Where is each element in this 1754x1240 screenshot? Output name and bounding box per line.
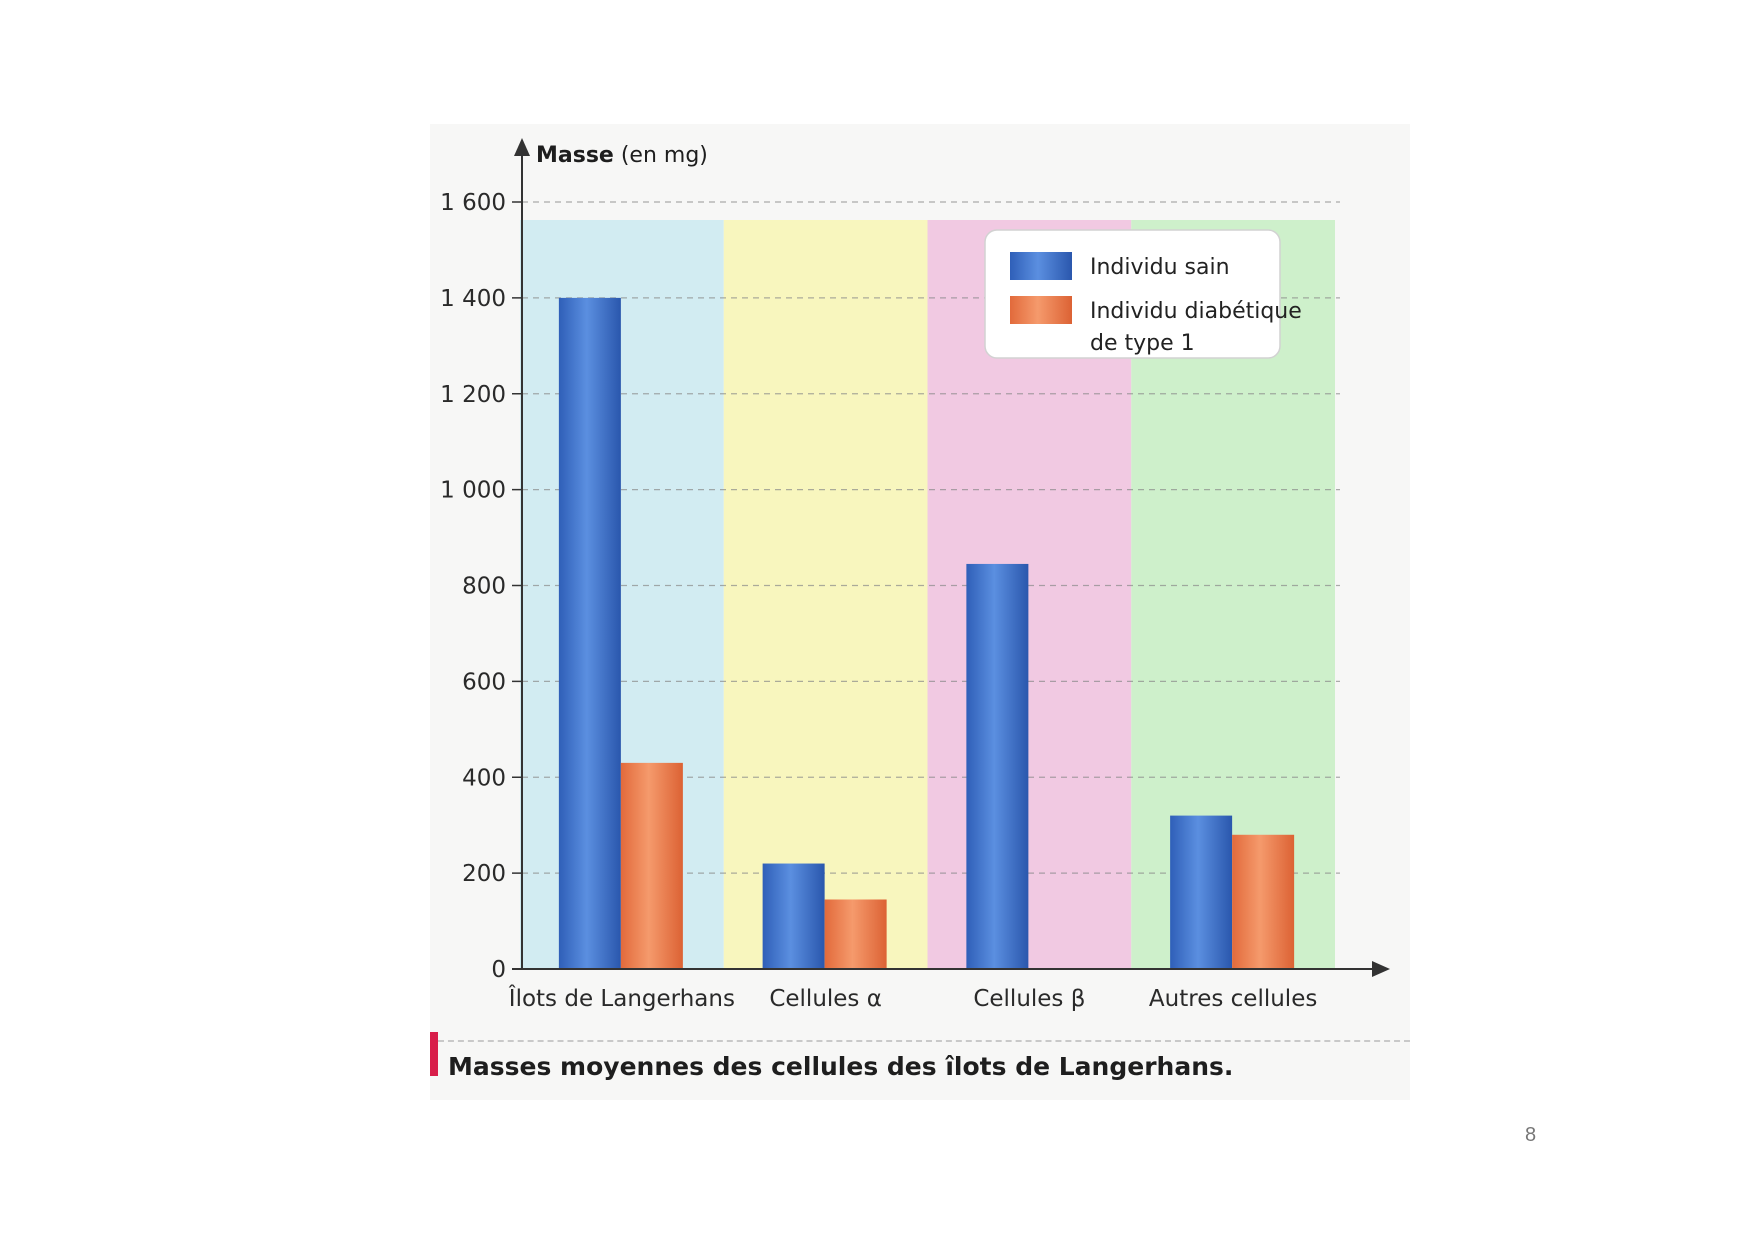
y-tick-label: 400 [462, 765, 506, 791]
chart-figure: 0 200 400 600 800 1 000 1 200 1 400 1 600 Masse (… [430, 124, 1410, 1100]
bar-diabetic [620, 762, 683, 969]
bar-diabetic [824, 899, 887, 969]
y-tick-label: 1 600 [440, 190, 506, 216]
bar-chart: 0 200 400 600 800 1 000 1 200 1 400 1 600 Masse (… [440, 138, 1390, 1012]
bar-healthy [1170, 815, 1233, 969]
legend-swatch [1010, 296, 1072, 324]
y-tick-label: 200 [462, 861, 506, 887]
x-category-label: Cellules β [973, 986, 1085, 1012]
y-tick-label: 600 [462, 669, 506, 695]
y-tick-label: 1 000 [440, 478, 506, 504]
page-number: 8 [1525, 1124, 1537, 1146]
y-tick-label: 1 200 [440, 382, 506, 408]
x-category-label: Autres cellules [1149, 986, 1317, 1012]
y-tick-label: 800 [462, 574, 506, 600]
category-band [723, 220, 928, 969]
x-category-label: Îlots de Langerhans [508, 984, 735, 1012]
y-tick-label: 1 400 [440, 286, 506, 312]
y-axis-title: Masse (en mg) [536, 143, 708, 168]
x-category-label: Cellules α [769, 986, 882, 1012]
caption-marker [430, 1032, 438, 1076]
legend-label: Individu sain [1090, 255, 1230, 280]
legend-label: de type 1 [1090, 331, 1195, 356]
bar-diabetic [1232, 834, 1295, 969]
bar-healthy [966, 563, 1029, 969]
bar-healthy [558, 297, 621, 969]
legend-label: Individu diabétique [1090, 299, 1302, 324]
y-tick-label: 0 [491, 957, 506, 983]
figure-caption: Masses moyennes des cellules des îlots d… [448, 1052, 1234, 1081]
bar-healthy [762, 863, 825, 969]
caption-divider [438, 1040, 1410, 1042]
legend-swatch [1010, 252, 1072, 280]
